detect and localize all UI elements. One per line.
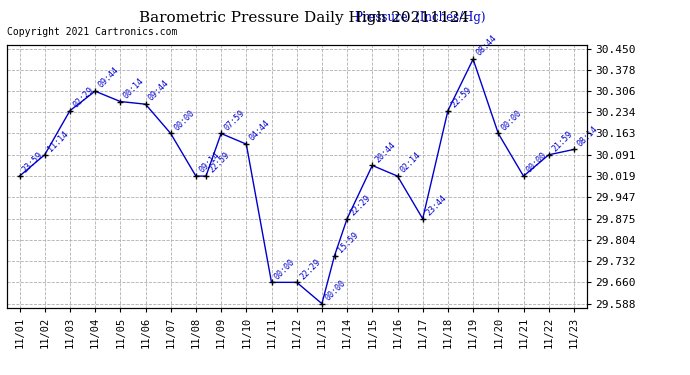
Text: Copyright 2021 Cartronics.com: Copyright 2021 Cartronics.com [7, 27, 177, 37]
Text: 00:00: 00:00 [172, 108, 196, 132]
Text: 22:29: 22:29 [298, 257, 322, 281]
Text: 02:14: 02:14 [399, 151, 423, 175]
Text: 08:14: 08:14 [575, 124, 600, 148]
Text: 15:59: 15:59 [336, 230, 360, 254]
Text: 00:14: 00:14 [121, 76, 146, 100]
Text: 08:44: 08:44 [475, 34, 499, 58]
Text: 23:44: 23:44 [424, 193, 448, 217]
Text: 22:59: 22:59 [208, 151, 231, 175]
Text: 04:44: 04:44 [248, 119, 272, 143]
Text: 07:59: 07:59 [222, 108, 246, 132]
Text: 09:14: 09:14 [197, 151, 221, 175]
Text: 00:00: 00:00 [525, 151, 549, 175]
Text: 22:29: 22:29 [348, 193, 373, 217]
Text: 00:00: 00:00 [273, 257, 297, 281]
Text: 09:44: 09:44 [97, 66, 121, 90]
Text: 22:59: 22:59 [449, 85, 473, 109]
Text: 23:59: 23:59 [21, 151, 45, 175]
Text: 11:14: 11:14 [46, 129, 70, 153]
Text: Barometric Pressure Daily High 20211124: Barometric Pressure Daily High 20211124 [139, 11, 469, 25]
Text: 09:44: 09:44 [147, 79, 171, 103]
Text: 00:00: 00:00 [324, 278, 347, 302]
Text: 20:44: 20:44 [374, 140, 397, 164]
Text: 21:59: 21:59 [550, 129, 574, 153]
Text: 02:29: 02:29 [71, 85, 95, 109]
Text: Pressure  (Inches/Hg): Pressure (Inches/Hg) [355, 11, 485, 24]
Text: 00:00: 00:00 [500, 108, 524, 132]
